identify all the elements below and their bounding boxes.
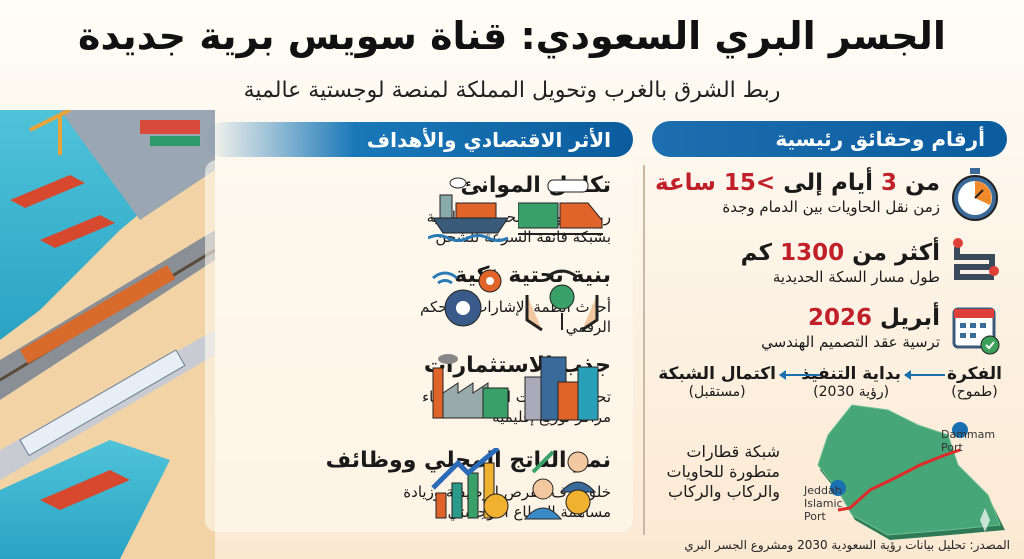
timeline-sub: (طموح) — [951, 384, 998, 400]
fact-text: من — [897, 170, 940, 196]
item-title: نمو الناتج المحلي ووظائف — [325, 448, 611, 473]
port-label-jeddah: Jeddah Islamic Port — [804, 484, 843, 523]
timeline-arrow — [904, 370, 945, 380]
timeline-label: بداية التنفيذ — [801, 364, 901, 384]
timeline-sub: (مستقبل) — [688, 384, 746, 400]
map-caption: شبكة قطارات متطورة للحاويات والركاب والر… — [666, 442, 780, 501]
timeline-label: اكتمال الشبكة — [658, 364, 776, 384]
fact-number: 1300 — [780, 240, 845, 266]
hands-gear-icon — [525, 269, 599, 332]
train-icon — [518, 179, 603, 235]
people-money-icon — [523, 450, 597, 520]
key-facts-header: أرقام وحقائق رئيسية — [652, 121, 1007, 157]
source-note: المصدر: تحليل بيانات رؤية السعودية 2030 … — [684, 538, 1010, 552]
timeline-step-idea: الفكرة (طموح) — [947, 364, 1002, 400]
timeline-arrow — [779, 370, 820, 380]
fact-text: أبريل — [871, 305, 940, 331]
panel-divider — [643, 165, 645, 535]
route-icon — [953, 238, 999, 280]
port-label-dammam: Dammam Port — [941, 428, 996, 454]
growth-chart-icon — [431, 448, 509, 519]
gears-wifi-icon — [432, 269, 502, 327]
fact-text: أيام إلى — [775, 170, 882, 196]
sparkle-icon — [980, 508, 990, 532]
fact-text: أكثر من — [844, 240, 940, 266]
stopwatch-icon — [952, 168, 998, 221]
cargo-ship-icon — [428, 177, 509, 242]
page-subtitle: ربط الشرق بالغرب وتحويل المملكة لمنصة لو… — [243, 78, 781, 103]
fact-number: 3 — [881, 170, 898, 196]
page-title: الجسر البري السعودي: قناة سويس برية جديد… — [78, 14, 946, 58]
fact-text: كم — [740, 240, 781, 266]
timeline-label: الفكرة — [947, 364, 1002, 384]
timeline-sub: (رؤية 2030) — [813, 384, 890, 400]
economic-impact-header: الأثر الاقتصادي والأهداف — [205, 122, 633, 157]
buildings-icon — [524, 356, 599, 421]
fact-length: أكثر من 1300 كم طول مسار السكة الحديدية — [741, 240, 940, 286]
fact-transit-time: من 3 أيام إلى >15 ساعة زمن نقل الحاويات … — [655, 170, 940, 216]
port-pin-icon — [830, 480, 846, 496]
fact-number: 2026 — [807, 305, 872, 331]
fact-contract-date: أبريل 2026 ترسية عقد التصميم الهندسي — [761, 305, 940, 351]
factory-icon — [432, 354, 509, 419]
fact-desc: ترسية عقد التصميم الهندسي — [761, 333, 940, 351]
port-pin-icon — [952, 422, 968, 438]
fact-desc: طول مسار السكة الحديدية — [772, 268, 940, 286]
timeline-step-complete: اكتمال الشبكة (مستقبل) — [658, 364, 776, 400]
saudi-arabia-map — [817, 404, 1005, 540]
port-railway-illustration — [0, 110, 215, 559]
timeline-step-start: بداية التنفيذ (رؤية 2030) — [801, 364, 901, 400]
fact-desc: زمن نقل الحاويات بين الدمام وجدة — [722, 198, 940, 216]
calendar-check-icon — [952, 307, 1000, 355]
fact-number: >15 ساعة — [654, 170, 776, 196]
